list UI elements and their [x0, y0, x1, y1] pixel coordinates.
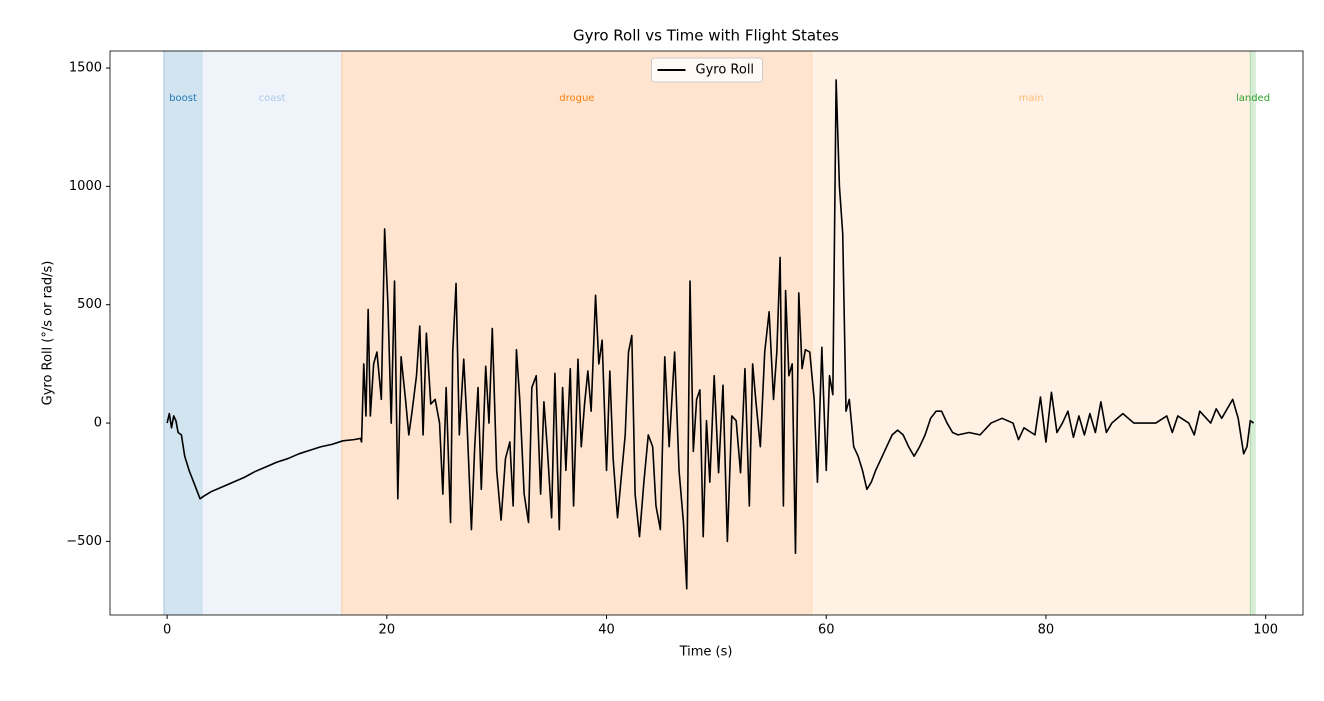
chart-title: Gyro Roll vs Time with Flight States — [573, 27, 839, 45]
x-tick-label: 60 — [818, 623, 835, 638]
state-label: drogue — [559, 93, 594, 104]
legend-label: Gyro Roll — [696, 63, 755, 78]
x-tick-label: 40 — [598, 623, 615, 638]
y-tick-label: 1000 — [69, 179, 102, 194]
data-line — [166, 79, 1255, 590]
y-axis-label: Gyro Roll (°/s or rad/s) — [41, 261, 56, 406]
y-tick-label: 0 — [94, 416, 102, 431]
state-region — [163, 51, 203, 615]
x-tick-label: 100 — [1253, 623, 1278, 638]
state-label: main — [1019, 93, 1044, 104]
legend-box — [651, 57, 763, 83]
plot-frame — [109, 50, 1304, 616]
y-tick-label: 1500 — [69, 61, 102, 76]
y-tick-label: −500 — [66, 534, 102, 549]
x-axis-label: Time (s) — [679, 645, 733, 660]
state-region — [1250, 51, 1256, 615]
x-tick-label: 80 — [1038, 623, 1055, 638]
state-region — [811, 51, 1251, 615]
state-label: landed — [1236, 93, 1270, 104]
state-region — [202, 51, 342, 615]
x-tick-label: 0 — [163, 623, 171, 638]
state-label: coast — [259, 93, 286, 104]
x-tick-label: 20 — [379, 623, 396, 638]
state-label: boost — [169, 93, 197, 104]
y-tick-label: 500 — [77, 297, 102, 312]
state-region — [341, 51, 812, 615]
